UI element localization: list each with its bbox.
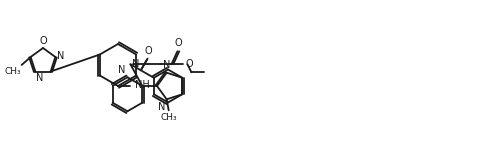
Text: N: N — [57, 51, 65, 61]
Text: N: N — [37, 73, 44, 82]
Text: N: N — [163, 60, 170, 70]
Text: CH₃: CH₃ — [4, 67, 21, 76]
Text: O: O — [185, 59, 193, 69]
Text: CH₃: CH₃ — [161, 113, 177, 122]
Text: N: N — [158, 102, 165, 112]
Text: O: O — [39, 35, 47, 45]
Text: O: O — [144, 46, 152, 56]
Text: O: O — [174, 38, 182, 48]
Text: NH: NH — [135, 80, 150, 90]
Text: N: N — [132, 59, 140, 69]
Text: N: N — [118, 65, 125, 75]
